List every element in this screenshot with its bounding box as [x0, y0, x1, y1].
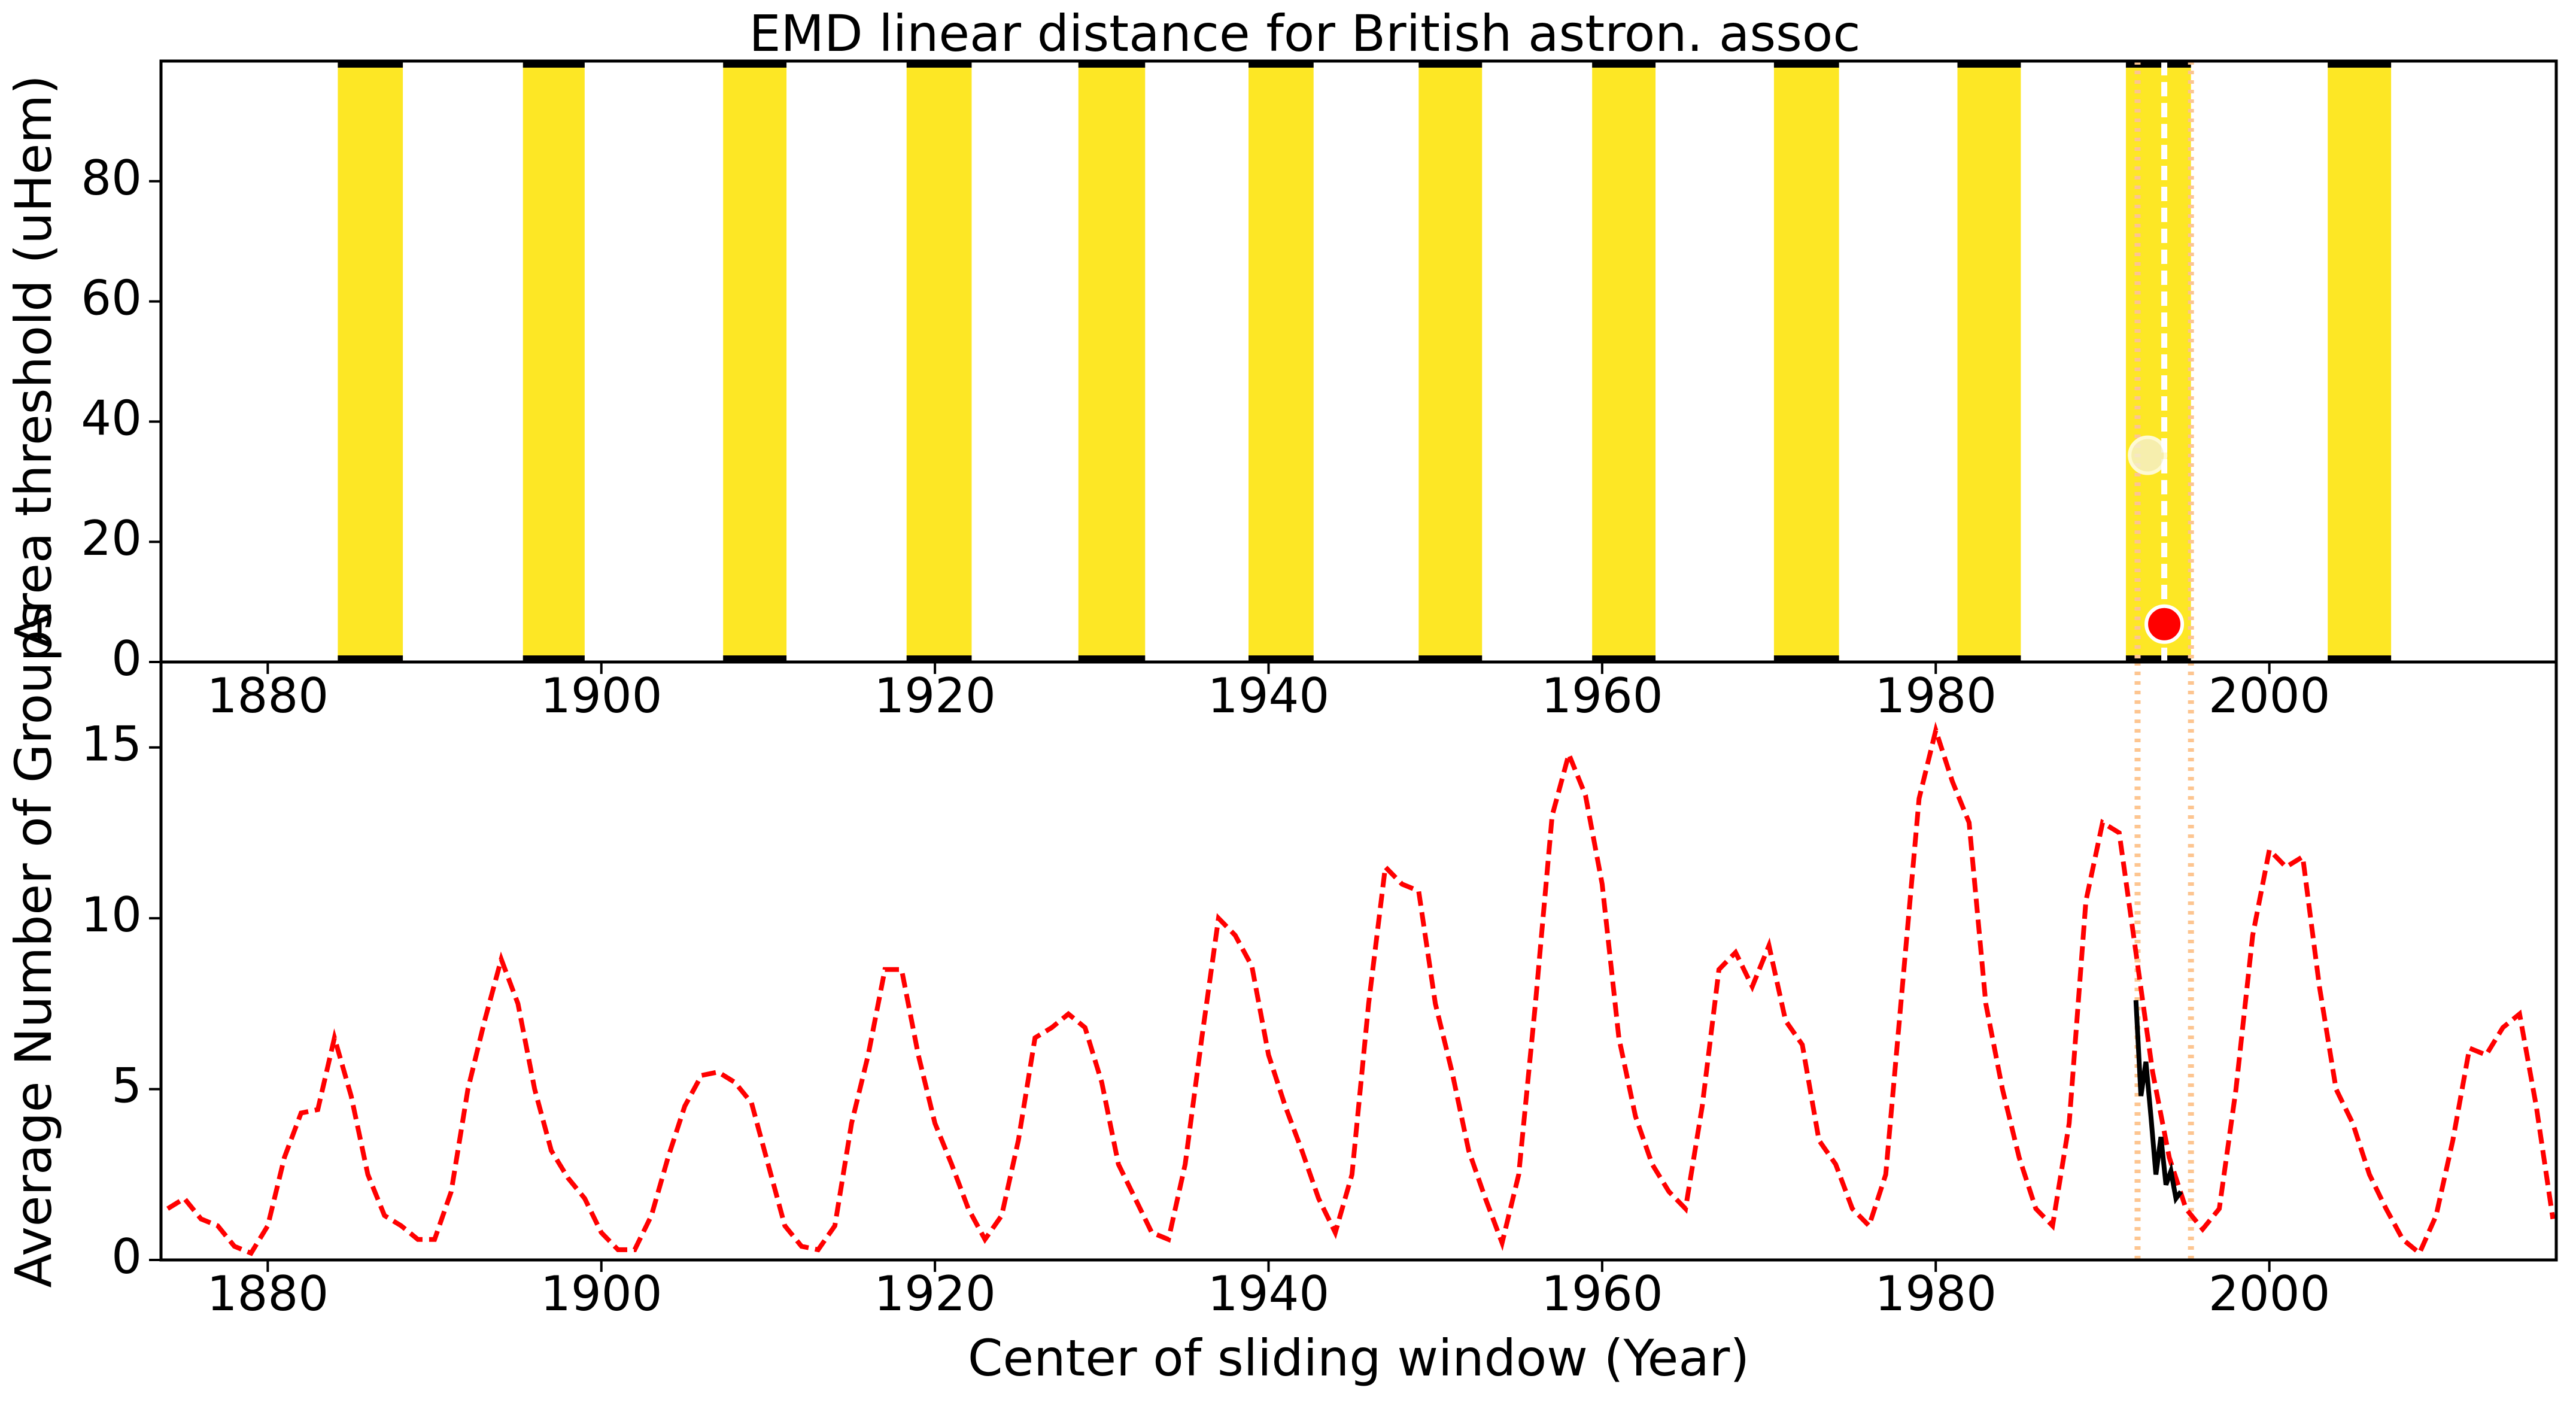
band	[1078, 61, 1146, 662]
plot-area	[166, 662, 2556, 1260]
band	[1773, 61, 1839, 662]
band-cap	[723, 655, 787, 662]
band-cap	[1418, 655, 1483, 662]
chart-title: EMD linear distance for British astron. …	[749, 4, 1860, 63]
band-cap	[1957, 655, 2021, 662]
band-cap	[1592, 655, 1656, 662]
band-cap	[1418, 61, 1483, 68]
band-cap	[1248, 61, 1314, 68]
y-tick-label: 5	[111, 1058, 142, 1114]
band-cap	[1248, 655, 1314, 662]
x-tick-label: 2000	[2209, 1266, 2331, 1322]
band-cap	[523, 61, 585, 68]
band-cap	[723, 61, 787, 68]
band	[1418, 61, 1483, 662]
band-cap	[2328, 61, 2392, 68]
y-tick-label: 15	[81, 716, 142, 772]
band-cap	[1078, 655, 1146, 662]
band	[1248, 61, 1314, 662]
x-axis-label: Center of sliding window (Year)	[968, 1329, 1749, 1387]
x-tick-label: 1880	[207, 668, 329, 724]
band-cap	[1773, 655, 1839, 662]
x-tick-label: 2000	[2209, 668, 2331, 724]
x-tick-label: 1960	[1541, 668, 1663, 724]
band	[2328, 61, 2392, 662]
x-tick-label: 1940	[1208, 668, 1330, 724]
y-tick-label: 0	[111, 1229, 142, 1284]
band-cap	[1773, 61, 1839, 68]
axes-frame	[159, 660, 2558, 1262]
x-tick-label: 1980	[1875, 1266, 1997, 1322]
x-tick-label: 1960	[1541, 1266, 1663, 1322]
y-axis-label: Area threshold (uHem)	[4, 75, 63, 648]
y-tick-label: 60	[81, 271, 142, 326]
band	[906, 61, 972, 662]
y-tick-label: 0	[111, 631, 142, 687]
band-cap	[2328, 655, 2392, 662]
x-tick-label: 1900	[540, 1266, 663, 1322]
band-cap	[906, 61, 972, 68]
x-tick-label: 1880	[207, 1266, 329, 1322]
band-cap	[1592, 61, 1656, 68]
band-cap	[338, 61, 403, 68]
band	[1957, 61, 2021, 662]
band-cap	[338, 655, 403, 662]
point	[2144, 604, 2185, 644]
band	[338, 61, 403, 662]
axes-frame	[159, 59, 2558, 664]
point	[2128, 435, 2168, 475]
band	[523, 61, 585, 662]
x-tick-label: 1920	[874, 668, 996, 724]
y-tick-label: 40	[81, 390, 142, 446]
band-cap	[523, 655, 585, 662]
x-tick-label: 1940	[1208, 1266, 1330, 1322]
data-line	[2133, 1000, 2183, 1205]
y-axis-label: Average Number of Groups	[4, 604, 63, 1288]
y-tick-label: 80	[81, 150, 142, 206]
band-cap	[906, 655, 972, 662]
data-line	[166, 721, 2556, 1258]
band-cap	[1957, 61, 2021, 68]
x-tick-label: 1900	[540, 668, 663, 724]
band-cap	[1078, 61, 1146, 68]
y-tick-label: 20	[81, 511, 142, 566]
band	[1592, 61, 1656, 662]
band-cap	[2125, 61, 2191, 68]
band	[723, 61, 787, 662]
plot-area	[338, 61, 2392, 662]
x-tick-label: 1920	[874, 1266, 996, 1322]
x-tick-label: 1980	[1875, 668, 1997, 724]
band-cap	[2125, 655, 2191, 662]
y-tick-label: 10	[81, 887, 142, 943]
